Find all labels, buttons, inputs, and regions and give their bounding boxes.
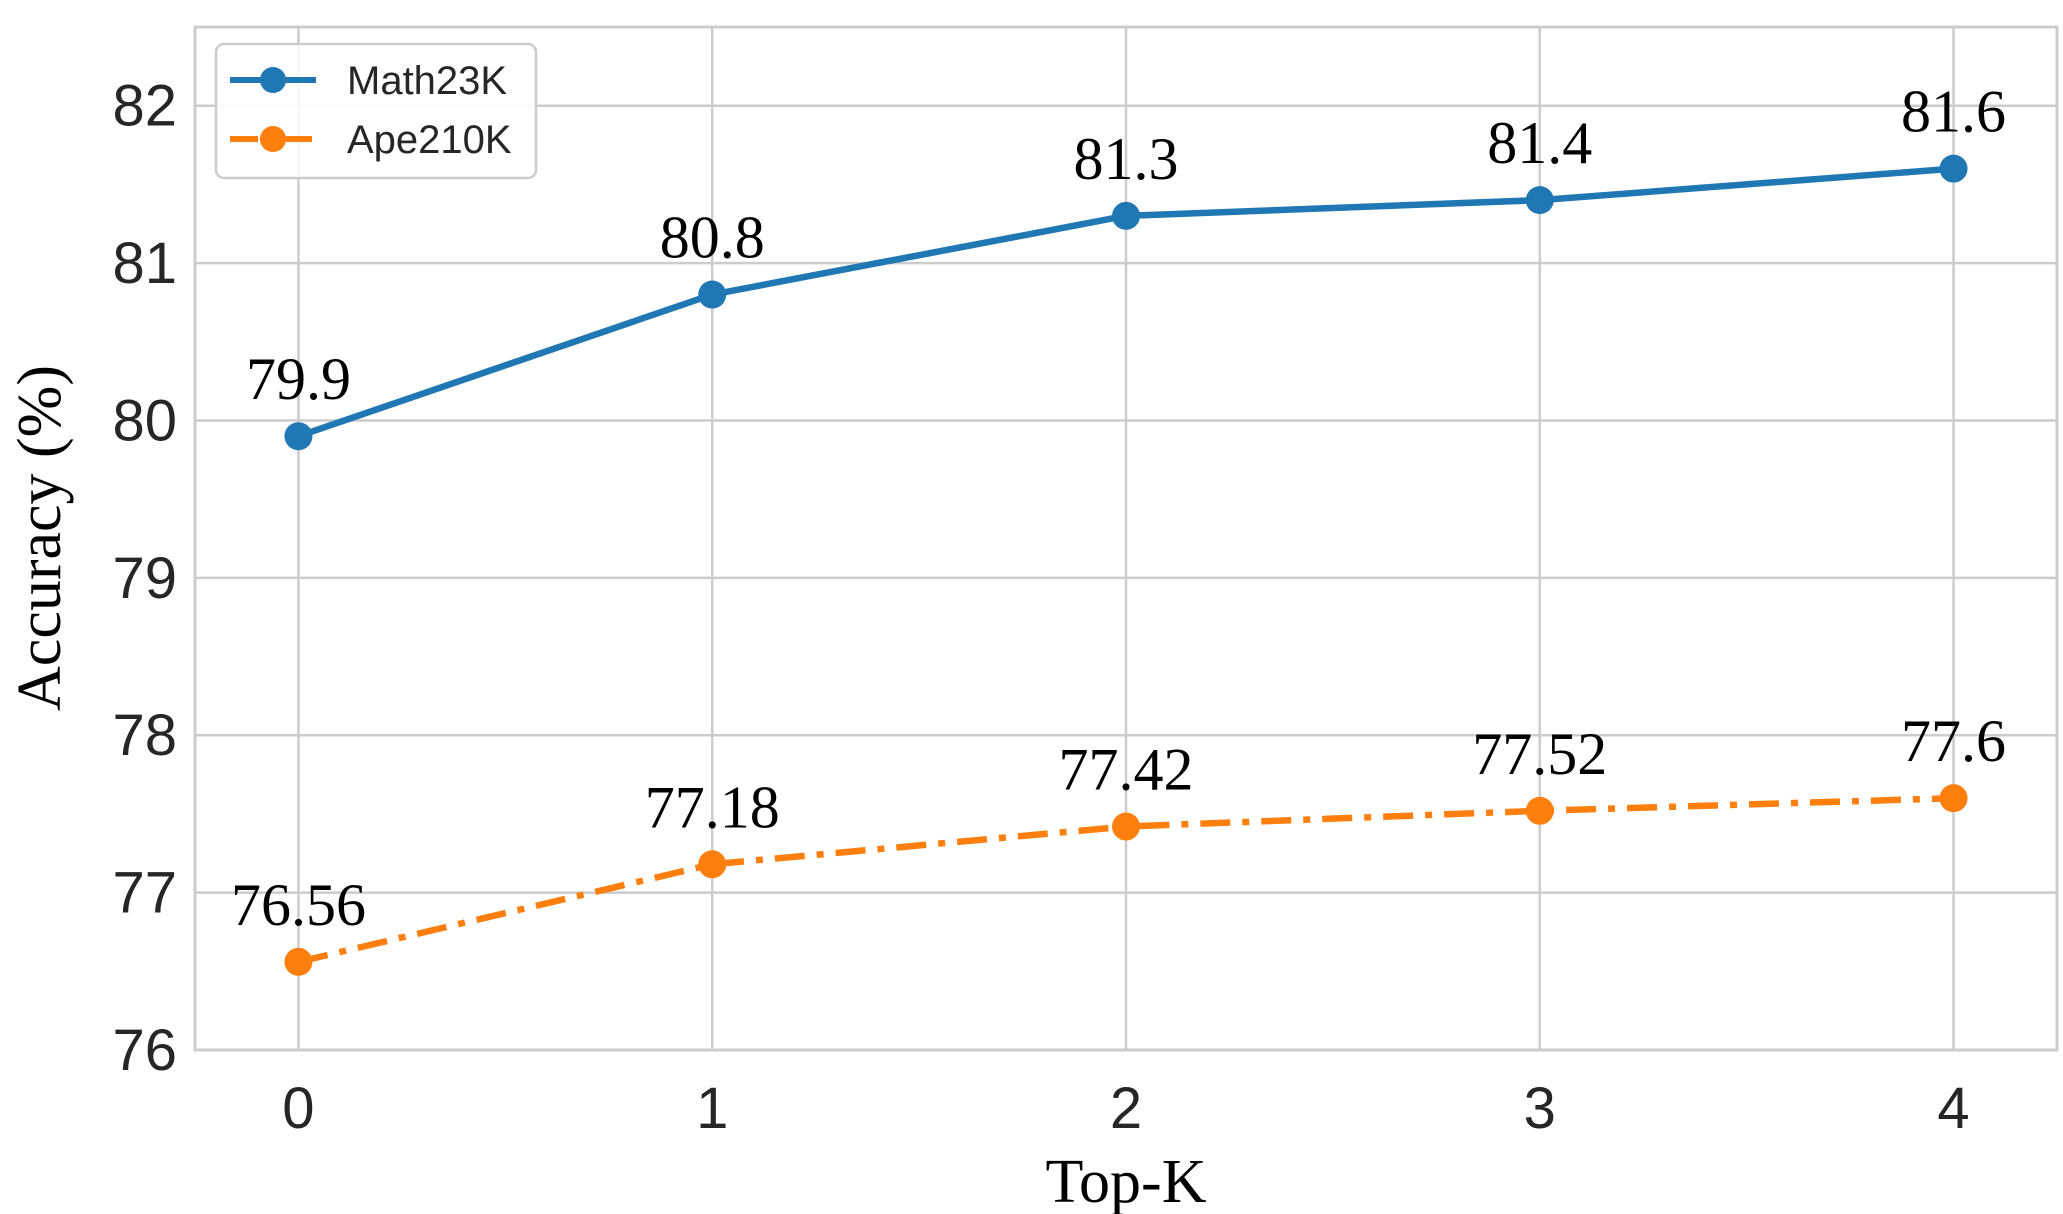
y-axis-title: Accuracy (%) <box>6 365 74 711</box>
data-point-ape210k <box>1525 796 1554 825</box>
y-tick-label: 77 <box>112 861 177 926</box>
data-point-ape210k <box>1112 812 1140 841</box>
x-axis-title: Top-K <box>1046 1148 1207 1214</box>
data-label-ape210k: 76.56 <box>231 872 366 938</box>
data-point-math23k <box>698 280 727 309</box>
y-tick-label: 82 <box>112 74 177 139</box>
plot-frame <box>193 25 2059 1052</box>
data-point-math23k <box>1112 201 1140 230</box>
data-point-math23k <box>284 422 313 451</box>
data-label-math23k: 81.3 <box>1074 126 1179 192</box>
data-label-math23k: 79.9 <box>246 346 351 412</box>
data-label-ape210k: 77.6 <box>1901 708 2006 774</box>
series-group <box>284 154 1968 976</box>
x-tick-label: 4 <box>1937 1076 1969 1141</box>
y-tick-label: 80 <box>112 388 177 453</box>
data-point-math23k <box>1939 154 1968 183</box>
x-tick-label: 1 <box>696 1076 728 1141</box>
legend-marker-math23k <box>260 67 286 93</box>
legend-marker-ape210k <box>260 126 286 152</box>
y-tick-label: 76 <box>112 1018 177 1083</box>
y-tick-labels: 76 77 78 79 80 81 82 <box>112 74 177 1083</box>
data-labels: 79.9 80.8 81.3 81.4 81.6 76.56 77.18 77.42 77.52… <box>231 79 2006 938</box>
x-tick-label: 2 <box>1110 1076 1142 1141</box>
y-tick-label: 81 <box>112 231 177 296</box>
legend-label-ape210k: Ape210K <box>347 118 512 162</box>
x-tick-label: 3 <box>1524 1076 1556 1141</box>
y-tick-label: 79 <box>112 546 177 611</box>
data-point-math23k <box>1525 186 1554 215</box>
x-tick-label: 0 <box>282 1076 314 1141</box>
legend: Math23K Ape210K <box>214 42 538 180</box>
legend-label-math23k: Math23K <box>347 59 507 103</box>
data-label-ape210k: 77.42 <box>1059 737 1194 803</box>
data-point-ape210k <box>698 850 727 879</box>
data-point-ape210k <box>1939 784 1968 813</box>
data-label-ape210k: 77.18 <box>645 774 780 840</box>
y-tick-label: 78 <box>112 703 177 768</box>
data-point-ape210k <box>284 947 313 976</box>
x-tick-labels: 0 1 2 3 4 <box>282 1076 1969 1141</box>
data-label-ape210k: 77.52 <box>1472 721 1607 787</box>
data-label-math23k: 81.6 <box>1901 79 2006 145</box>
data-label-math23k: 80.8 <box>660 205 765 271</box>
data-label-math23k: 81.4 <box>1487 110 1592 176</box>
